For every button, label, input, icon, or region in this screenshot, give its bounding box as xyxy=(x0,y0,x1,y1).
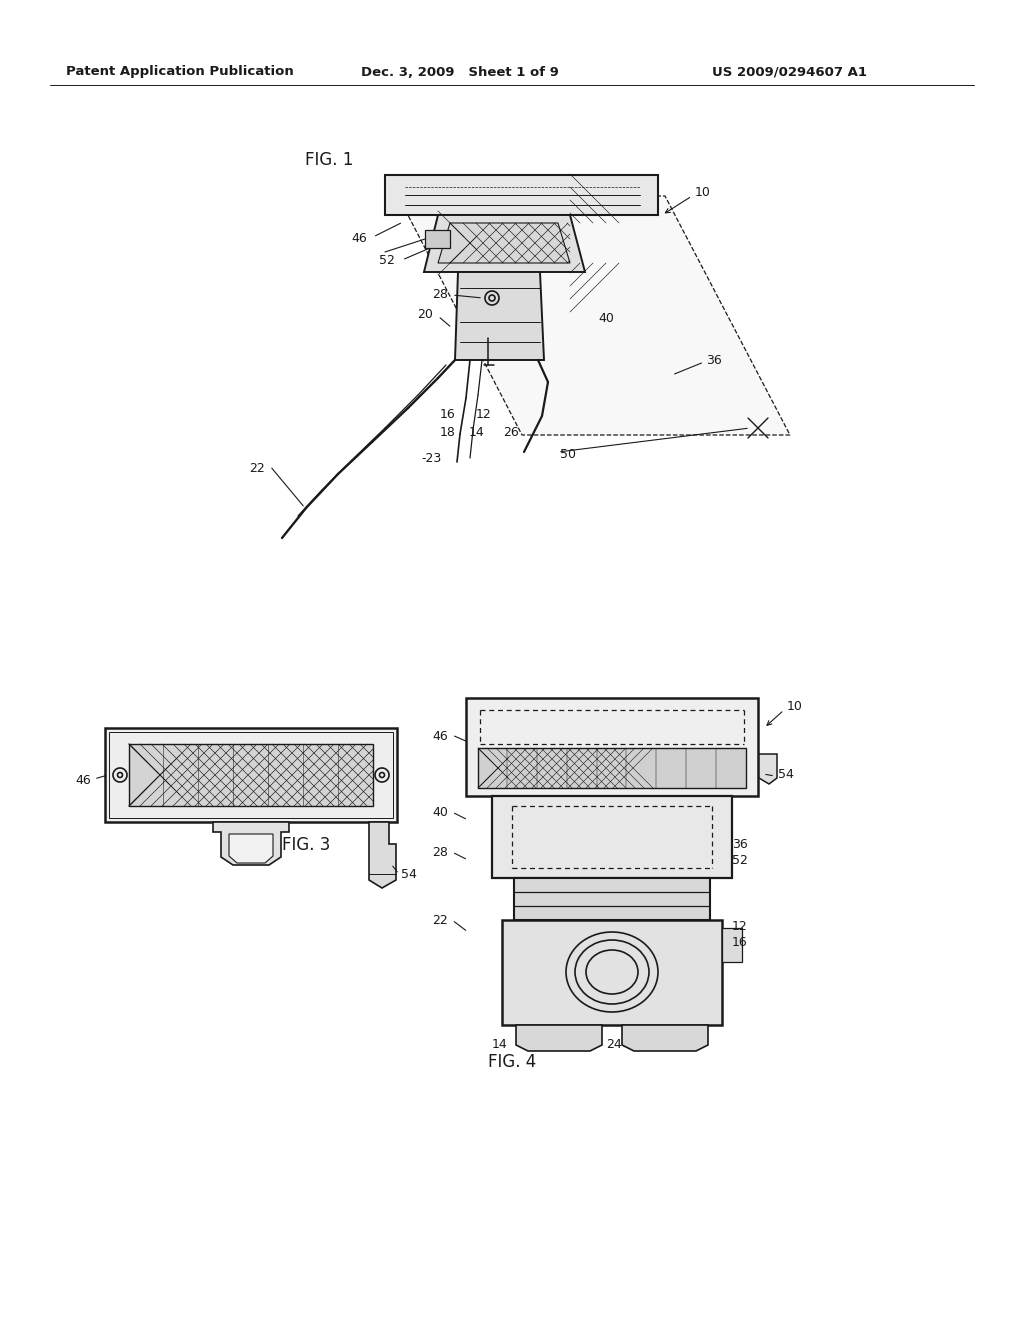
Text: 16: 16 xyxy=(732,936,748,949)
Polygon shape xyxy=(129,744,373,807)
Polygon shape xyxy=(478,748,746,788)
Polygon shape xyxy=(229,834,273,863)
Text: US 2009/0294607 A1: US 2009/0294607 A1 xyxy=(713,66,867,78)
Text: FIG. 3: FIG. 3 xyxy=(282,836,331,854)
Polygon shape xyxy=(759,754,777,784)
Text: 12: 12 xyxy=(732,920,748,932)
Text: 16: 16 xyxy=(439,408,455,421)
Text: 46: 46 xyxy=(432,730,449,742)
Text: Dec. 3, 2009   Sheet 1 of 9: Dec. 3, 2009 Sheet 1 of 9 xyxy=(361,66,559,78)
Polygon shape xyxy=(514,878,710,920)
Polygon shape xyxy=(385,176,658,215)
Polygon shape xyxy=(466,698,758,796)
Polygon shape xyxy=(398,195,790,436)
Text: 40: 40 xyxy=(432,805,449,818)
Text: 52: 52 xyxy=(732,854,748,866)
Text: 22: 22 xyxy=(249,462,265,474)
Polygon shape xyxy=(622,1026,708,1051)
Polygon shape xyxy=(502,920,722,1026)
Text: 28: 28 xyxy=(432,289,449,301)
Text: 52: 52 xyxy=(379,253,395,267)
Text: 50: 50 xyxy=(560,449,575,462)
Polygon shape xyxy=(492,796,732,878)
Text: 54: 54 xyxy=(401,867,417,880)
Text: 26: 26 xyxy=(503,425,519,438)
Polygon shape xyxy=(438,223,570,263)
Polygon shape xyxy=(722,928,742,962)
Polygon shape xyxy=(105,729,397,822)
Text: FIG. 1: FIG. 1 xyxy=(305,150,353,169)
Text: 40: 40 xyxy=(598,312,613,325)
Text: -23: -23 xyxy=(422,451,442,465)
Text: 14: 14 xyxy=(493,1038,508,1051)
Text: 36: 36 xyxy=(706,354,722,367)
Text: 22: 22 xyxy=(432,913,449,927)
Text: 20: 20 xyxy=(417,309,433,322)
Text: 28: 28 xyxy=(432,846,449,858)
Text: 24: 24 xyxy=(606,1038,622,1051)
Text: 18: 18 xyxy=(440,425,456,438)
Polygon shape xyxy=(369,822,396,888)
Text: 12: 12 xyxy=(476,408,492,421)
Text: 46: 46 xyxy=(351,231,367,244)
Polygon shape xyxy=(425,230,450,248)
Text: 54: 54 xyxy=(778,768,794,781)
Text: 36: 36 xyxy=(732,837,748,850)
Polygon shape xyxy=(109,733,393,818)
Text: Patent Application Publication: Patent Application Publication xyxy=(67,66,294,78)
Text: 14: 14 xyxy=(469,425,484,438)
Text: FIG. 4: FIG. 4 xyxy=(488,1053,537,1071)
Text: 10: 10 xyxy=(695,186,711,198)
Polygon shape xyxy=(516,1026,602,1051)
Text: 46: 46 xyxy=(75,774,91,787)
Text: 10: 10 xyxy=(787,700,803,713)
Polygon shape xyxy=(455,272,544,360)
Polygon shape xyxy=(424,215,585,272)
Polygon shape xyxy=(213,822,289,865)
